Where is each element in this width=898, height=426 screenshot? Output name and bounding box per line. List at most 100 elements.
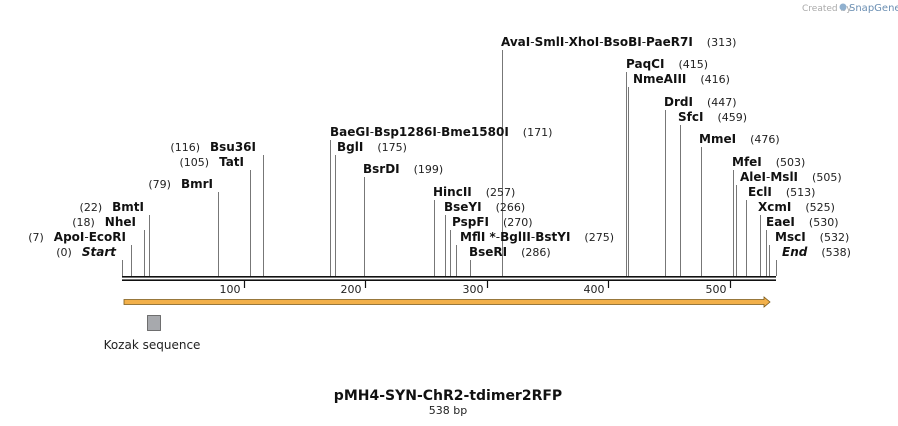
enzyme-name[interactable]: EclI xyxy=(748,185,772,199)
name-separator: - xyxy=(642,35,646,49)
enzyme-name[interactable]: XcmI xyxy=(758,200,791,214)
site-position: (18) xyxy=(72,216,95,229)
site-leader-lines xyxy=(122,50,777,276)
site-nhei[interactable]: (18) NheI xyxy=(72,215,136,229)
site-position: (266) xyxy=(496,201,526,214)
site-bsu36i[interactable]: (116) Bsu36I xyxy=(170,140,256,154)
enzyme-name[interactable]: MslI xyxy=(770,170,798,184)
site-paqci[interactable]: (415) PaqCI xyxy=(626,57,708,71)
name-separator: - xyxy=(530,35,534,49)
enzyme-name[interactable]: Bme1580I xyxy=(441,125,509,139)
name-separator: - xyxy=(437,125,441,139)
site-ecli[interactable]: (513) EclI xyxy=(748,185,815,199)
site-start[interactable]: (0) Start xyxy=(56,245,117,259)
site-position: (525) xyxy=(805,201,835,214)
enzyme-name[interactable]: BsoBI xyxy=(604,35,642,49)
enzyme-name[interactable]: NmeAIII xyxy=(633,72,686,86)
site-bgli[interactable]: (175) BglI xyxy=(337,140,407,154)
site-bmti[interactable]: (22) BmtI xyxy=(80,200,144,214)
site-avai[interactable]: (313) AvaI - SmlI - XhoI - BsoBI - PaeR7I xyxy=(501,35,736,49)
site-bsrdi[interactable]: (199) BsrDI xyxy=(363,162,443,176)
site-position: (313) xyxy=(707,36,737,49)
enzyme-name[interactable]: DrdI xyxy=(664,95,693,109)
site-position: (105) xyxy=(179,156,209,169)
site-alei[interactable]: (505) AleI - MslI xyxy=(740,170,842,184)
enzyme-name[interactable]: BseRI xyxy=(469,245,507,259)
site-pspfi[interactable]: (270) PspFI xyxy=(452,215,533,229)
enzyme-name[interactable]: Bsu36I xyxy=(210,140,256,154)
enzyme-name[interactable]: EaeI xyxy=(766,215,795,229)
enzyme-name[interactable]: BsrDI xyxy=(363,162,400,176)
enzyme-name[interactable]: SmlI xyxy=(535,35,565,49)
enzyme-name[interactable]: BseYI xyxy=(444,200,482,214)
enzyme-name[interactable]: Start xyxy=(82,245,117,259)
enzyme-name[interactable]: End xyxy=(782,245,808,259)
enzyme-name[interactable]: BmtI xyxy=(112,200,144,214)
orf-arrow[interactable] xyxy=(123,296,771,308)
enzyme-name[interactable]: MflI * xyxy=(460,230,496,244)
site-bmri[interactable]: (79) BmrI xyxy=(148,177,213,191)
enzyme-name[interactable]: MmeI xyxy=(699,132,736,146)
site-position: (79) xyxy=(148,178,171,191)
feature-box[interactable] xyxy=(147,315,161,331)
enzyme-name[interactable]: MscI xyxy=(775,230,806,244)
name-separator: - xyxy=(564,35,568,49)
enzyme-name[interactable]: BaeGI xyxy=(330,125,370,139)
tick-label: 200 xyxy=(341,283,362,296)
site-tati[interactable]: (105) TatI xyxy=(179,155,244,169)
site-position: (415) xyxy=(678,58,708,71)
enzyme-name[interactable]: HincII xyxy=(433,185,472,199)
site-mmei[interactable]: (476) MmeI xyxy=(699,132,780,146)
snapgene-branding: Created by SnapGene xyxy=(802,3,898,14)
enzyme-name[interactable]: BmrI xyxy=(181,177,213,191)
site-baegi[interactable]: (171) BaeGI - Bsp1286I - Bme1580I xyxy=(330,125,552,139)
orf-arrow-shape[interactable] xyxy=(123,296,771,308)
site-position: (513) xyxy=(786,186,816,199)
enzyme-name[interactable]: ApoI xyxy=(54,230,85,244)
enzyme-name[interactable]: PaqCI xyxy=(626,57,664,71)
site-position: (270) xyxy=(503,216,533,229)
enzyme-name[interactable]: TatI xyxy=(219,155,244,169)
site-position: (532) xyxy=(820,231,850,244)
site-xcmi[interactable]: (525) XcmI xyxy=(758,200,835,214)
enzyme-name[interactable]: PspFI xyxy=(452,215,489,229)
enzyme-name[interactable]: BglI xyxy=(337,140,363,154)
name-separator: - xyxy=(496,230,500,244)
sequence-backbone xyxy=(122,276,776,281)
enzyme-name[interactable]: BstYI xyxy=(535,230,570,244)
site-mfei[interactable]: (503) MfeI xyxy=(732,155,805,169)
enzyme-name[interactable]: Bsp1286I xyxy=(374,125,437,139)
enzyme-name[interactable]: EcoRI xyxy=(89,230,126,244)
site-position: (476) xyxy=(750,133,780,146)
site-sfci[interactable]: (459) SfcI xyxy=(678,110,747,124)
site-apoi[interactable]: (7) ApoI - EcoRI xyxy=(28,230,126,244)
name-separator: - xyxy=(531,230,535,244)
enzyme-name[interactable]: NheI xyxy=(105,215,136,229)
site-position: (503) xyxy=(776,156,806,169)
site-eaei[interactable]: (530) EaeI xyxy=(766,215,839,229)
enzyme-name[interactable]: AleI xyxy=(740,170,766,184)
enzyme-name[interactable]: SfcI xyxy=(678,110,703,124)
site-end[interactable]: (538) End xyxy=(782,245,851,259)
enzyme-name[interactable]: BglII xyxy=(500,230,531,244)
site-position: (286) xyxy=(521,246,551,259)
site-hincii[interactable]: (257) HincII xyxy=(433,185,515,199)
site-bseri[interactable]: (286) BseRI xyxy=(469,245,551,259)
created-by-text: Created by xyxy=(802,4,852,14)
site-msci[interactable]: (532) MscI xyxy=(775,230,849,244)
site-drdi[interactable]: (447) DrdI xyxy=(664,95,737,109)
enzyme-name[interactable]: MfeI xyxy=(732,155,762,169)
feature-kozak[interactable]: Kozak sequence xyxy=(104,315,201,353)
site-position: (416) xyxy=(700,73,730,86)
site-bseyi[interactable]: (266) BseYI xyxy=(444,200,525,214)
enzyme-name[interactable]: PaeR7I xyxy=(646,35,693,49)
site-position: (447) xyxy=(707,96,737,109)
site-nmeaiii[interactable]: (416) NmeAIII xyxy=(633,72,730,86)
enzyme-name[interactable]: AvaI xyxy=(501,35,530,49)
site-mfli[interactable]: (275) MflI * - BglII - BstYI xyxy=(460,230,614,244)
tick-label: 300 xyxy=(463,283,484,296)
feature-label: Kozak sequence xyxy=(104,338,201,352)
enzyme-name[interactable]: XhoI xyxy=(569,35,600,49)
snapgene-logo-icon xyxy=(839,3,847,11)
